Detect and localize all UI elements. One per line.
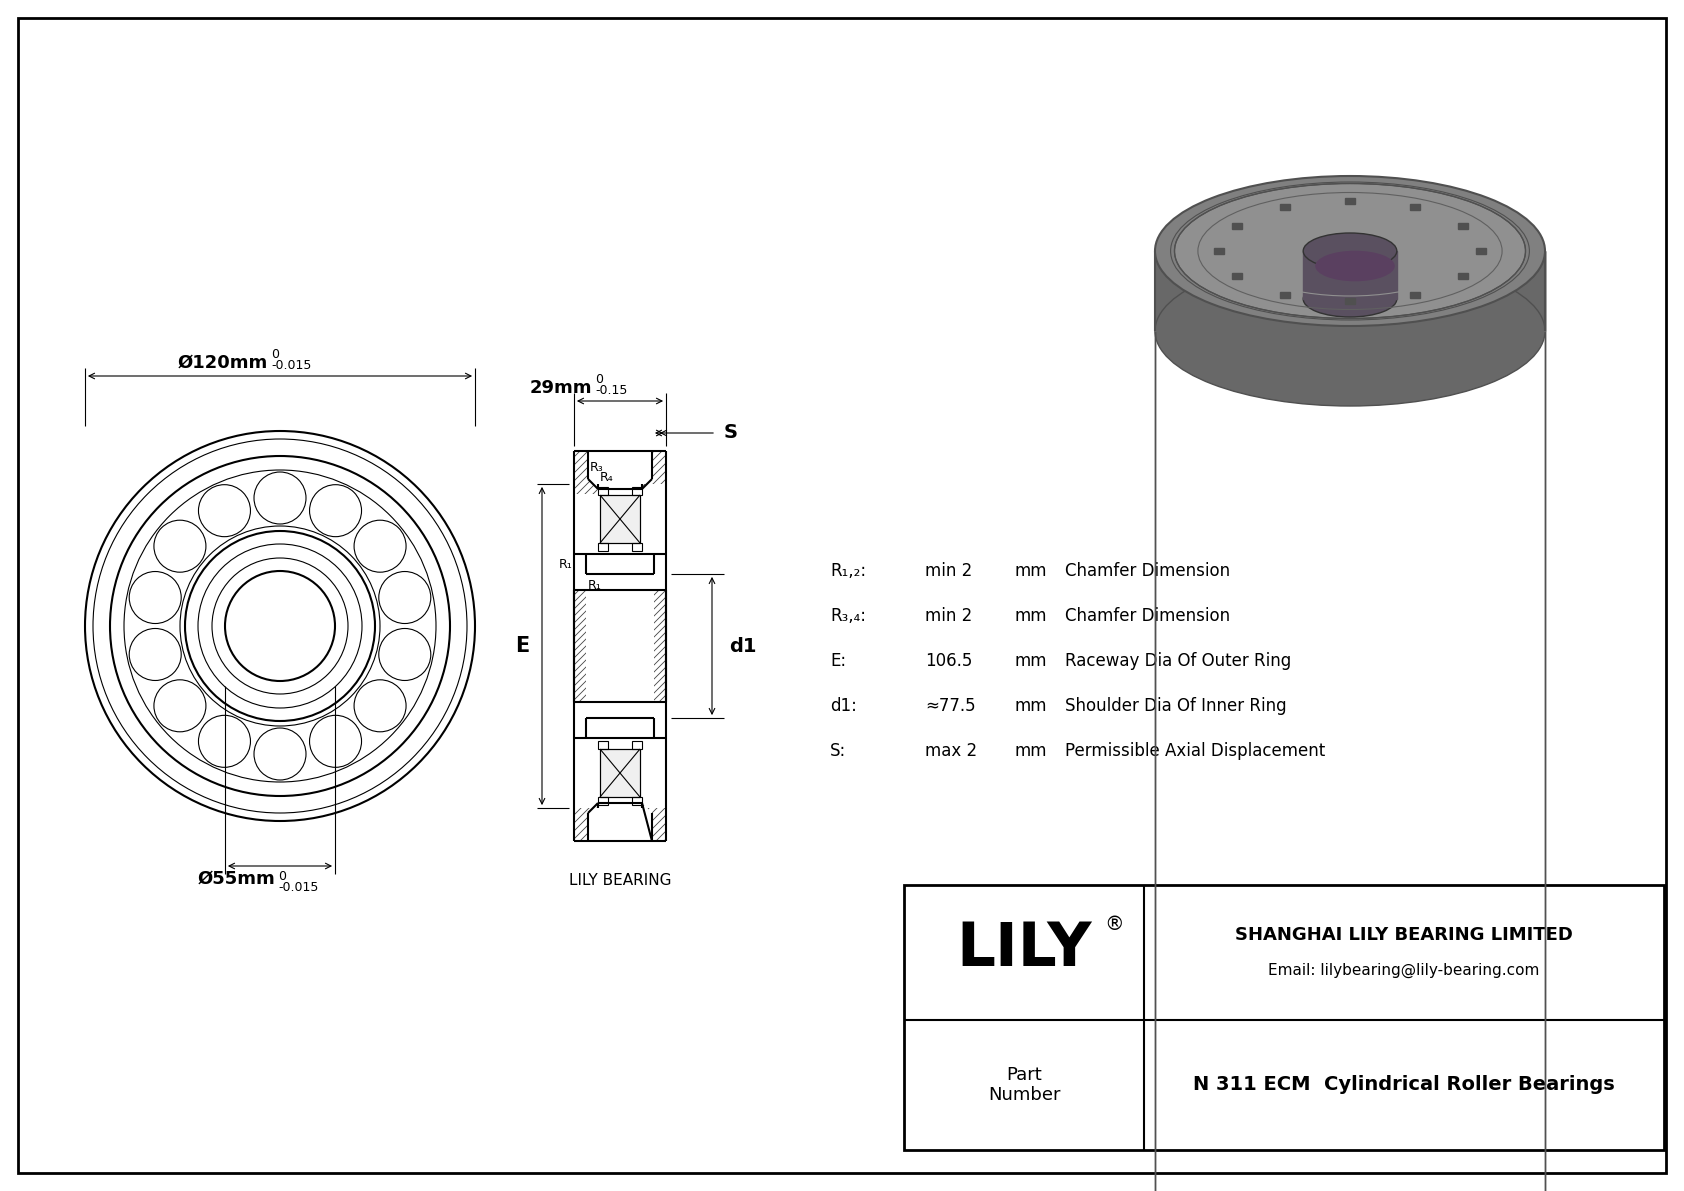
Polygon shape	[1303, 251, 1396, 299]
Bar	[598, 543, 608, 551]
Ellipse shape	[1155, 176, 1544, 326]
Text: max 2: max 2	[925, 742, 977, 760]
Bar	[1280, 205, 1290, 211]
Bar	[1346, 298, 1356, 304]
Text: 29mm: 29mm	[529, 379, 593, 397]
Bar	[600, 495, 640, 543]
Bar	[1458, 223, 1468, 229]
Text: Email: lilybearing@lily-bearing.com: Email: lilybearing@lily-bearing.com	[1268, 962, 1539, 978]
Text: 0: 0	[278, 869, 286, 883]
Text: R₁: R₁	[559, 557, 573, 570]
Ellipse shape	[1303, 233, 1396, 269]
Ellipse shape	[1303, 281, 1396, 317]
Bar	[1233, 273, 1241, 279]
Text: mm: mm	[1015, 562, 1047, 580]
Text: -0.015: -0.015	[271, 358, 312, 372]
Text: Permissible Axial Displacement: Permissible Axial Displacement	[1064, 742, 1325, 760]
Text: N 311 ECM  Cylindrical Roller Bearings: N 311 ECM Cylindrical Roller Bearings	[1194, 1075, 1615, 1095]
Bar	[600, 495, 640, 543]
Polygon shape	[1155, 251, 1544, 331]
Text: -0.15: -0.15	[594, 384, 628, 397]
Bar	[1475, 248, 1485, 254]
Text: R₁: R₁	[588, 579, 601, 592]
Text: R₁,₂:: R₁,₂:	[830, 562, 866, 580]
Text: S:: S:	[830, 742, 847, 760]
Bar	[598, 797, 608, 805]
Text: mm: mm	[1015, 651, 1047, 671]
Text: Shoulder Dia Of Inner Ring: Shoulder Dia Of Inner Ring	[1064, 697, 1287, 715]
Bar	[598, 487, 608, 495]
Bar	[598, 741, 608, 749]
Ellipse shape	[1155, 256, 1544, 406]
Bar	[600, 749, 640, 797]
Text: Raceway Dia Of Outer Ring: Raceway Dia Of Outer Ring	[1064, 651, 1292, 671]
Bar	[1280, 292, 1290, 298]
Text: -0.015: -0.015	[278, 881, 318, 894]
Bar	[1346, 198, 1356, 204]
Bar	[632, 543, 642, 551]
Text: R₄: R₄	[600, 470, 613, 484]
Bar	[1458, 273, 1468, 279]
Ellipse shape	[1174, 183, 1526, 318]
Bar	[600, 749, 640, 797]
Text: LILY BEARING: LILY BEARING	[569, 873, 672, 888]
Text: SHANGHAI LILY BEARING LIMITED: SHANGHAI LILY BEARING LIMITED	[1234, 925, 1573, 944]
Bar	[1233, 223, 1241, 229]
Text: Part
Number: Part Number	[989, 1066, 1061, 1104]
Text: E:: E:	[830, 651, 845, 671]
Text: ®: ®	[1105, 916, 1123, 935]
Bar	[1214, 248, 1224, 254]
Bar	[632, 487, 642, 495]
Text: 0: 0	[594, 373, 603, 386]
Text: ≈77.5: ≈77.5	[925, 697, 975, 715]
Text: Chamfer Dimension: Chamfer Dimension	[1064, 607, 1229, 625]
Text: 106.5: 106.5	[925, 651, 972, 671]
Text: Chamfer Dimension: Chamfer Dimension	[1064, 562, 1229, 580]
Text: Ø120mm: Ø120mm	[179, 354, 268, 372]
Text: LILY: LILY	[957, 921, 1091, 979]
Bar	[1410, 205, 1420, 211]
Text: E: E	[515, 636, 529, 656]
Text: Ø55mm: Ø55mm	[197, 869, 274, 888]
Text: S: S	[724, 424, 738, 443]
Text: mm: mm	[1015, 742, 1047, 760]
Text: d1:: d1:	[830, 697, 857, 715]
Text: mm: mm	[1015, 607, 1047, 625]
Bar	[904, 885, 1664, 1151]
Ellipse shape	[1315, 250, 1394, 281]
Bar	[632, 741, 642, 749]
Text: R₃,₄:: R₃,₄:	[830, 607, 866, 625]
Text: 0: 0	[271, 348, 280, 361]
Text: mm: mm	[1015, 697, 1047, 715]
Text: R₃: R₃	[589, 461, 605, 474]
Text: d1: d1	[729, 636, 756, 655]
Text: min 2: min 2	[925, 607, 972, 625]
Text: min 2: min 2	[925, 562, 972, 580]
Bar	[632, 797, 642, 805]
Bar	[1410, 292, 1420, 298]
